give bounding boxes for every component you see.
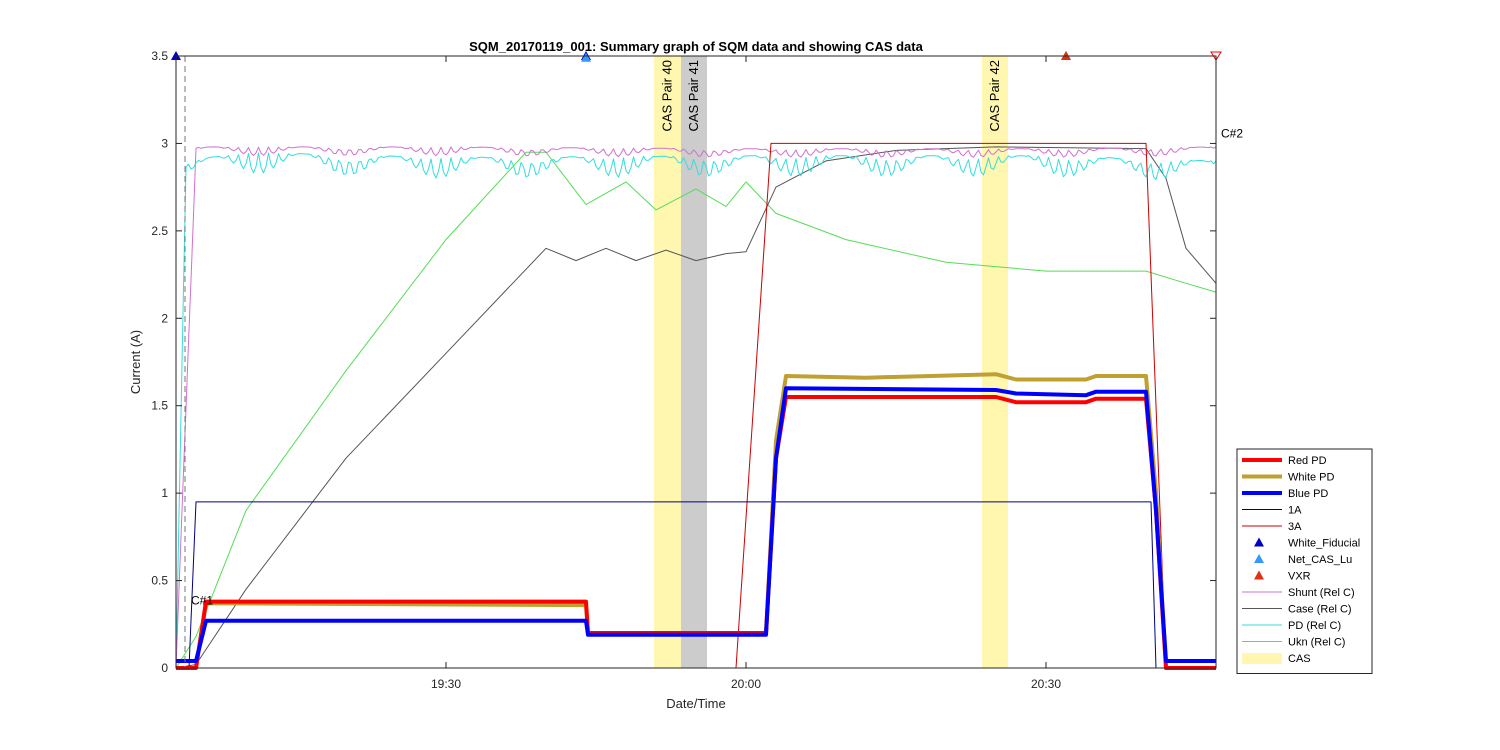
y-tick-label: 2.5 [151,224,168,238]
annotation-2: C#2 [1221,126,1243,140]
x-axis-label: Date/Time [666,696,725,711]
series-line-ukn-rel-c [175,151,1217,669]
legend-label-white-fiducial: White_Fiducial [1288,538,1360,550]
legend: Red PD White PD Blue PD 1A 3A White_Fiducial N… [1236,448,1373,674]
legend-label-case-rel-c: Case (Rel C) [1288,604,1352,616]
y-tick-label: 1.5 [151,399,168,413]
legend-label-cas: CAS [1288,653,1311,665]
cas-band-3 [982,56,1008,668]
legend-swatch-net-cas-lu [1254,554,1264,563]
legend-swatch-white-fiducial [1254,537,1264,547]
annotation-1: C#1 [191,593,213,607]
y-tick-label: 3 [161,136,168,150]
series-line-shunt-rel-c [175,146,1217,669]
legend-label-shunt-rel-c: Shunt (Rel C) [1288,587,1355,599]
y-tick-label: 0.5 [151,574,168,588]
y-tick-label: 2 [161,311,168,325]
cas-band-label-2: CAS Pair 41 [686,60,701,132]
cas-band-1 [654,56,681,668]
legend-label-blue-pd: Blue PD [1288,488,1328,500]
y-axis-label: Current (A) [128,330,143,394]
x-tick-label: 20:30 [1031,677,1061,691]
plot-frame [175,55,1217,669]
cas-band-2 [681,56,707,668]
x-axis: 19:30 20:00 20:30 [431,56,1061,691]
x-tick-label: 19:30 [431,677,461,691]
chart-title: SQM_20170119_001: Summary graph of SQM d… [469,39,923,54]
x-tick-label: 20:00 [731,677,761,691]
annotations: C#1 C#2 [191,126,1243,607]
series-line-case-rel-c [175,146,1217,669]
legend-label-red-pd: Red PD [1288,455,1327,467]
legend-label-ukn-rel-c: Ukn (Rel C) [1288,637,1345,649]
series-line-pd-rel-c [175,152,1217,669]
legend-label-3a: 3A [1288,521,1302,533]
y-axis: 0 0.5 1 1.5 2 2.5 3 3.5 [151,49,1216,675]
legend-label-net-cas-lu: Net_CAS_Lu [1288,554,1352,566]
marker-net-cas-lu [581,52,591,62]
legend-label-white-pd: White PD [1288,472,1335,484]
legend-swatch-vxr [1254,570,1264,580]
legend-label-pd-rel-c: PD (Rel C) [1288,620,1341,632]
y-tick-label: 1 [161,486,168,500]
series-line-blue-pd [176,386,1216,663]
legend-swatch-cas [1242,653,1282,664]
y-tick-label: 0 [161,661,168,675]
legend-label-1a: 1A [1288,505,1302,517]
y-tick-label: 3.5 [151,49,168,63]
cas-bands: CAS Pair 40 CAS Pair 41 CAS Pair 42 [654,56,1008,668]
cas-band-label-3: CAS Pair 42 [987,60,1002,132]
cas-band-label-1: CAS Pair 40 [660,60,675,132]
legend-label-vxr: VXR [1288,571,1311,583]
